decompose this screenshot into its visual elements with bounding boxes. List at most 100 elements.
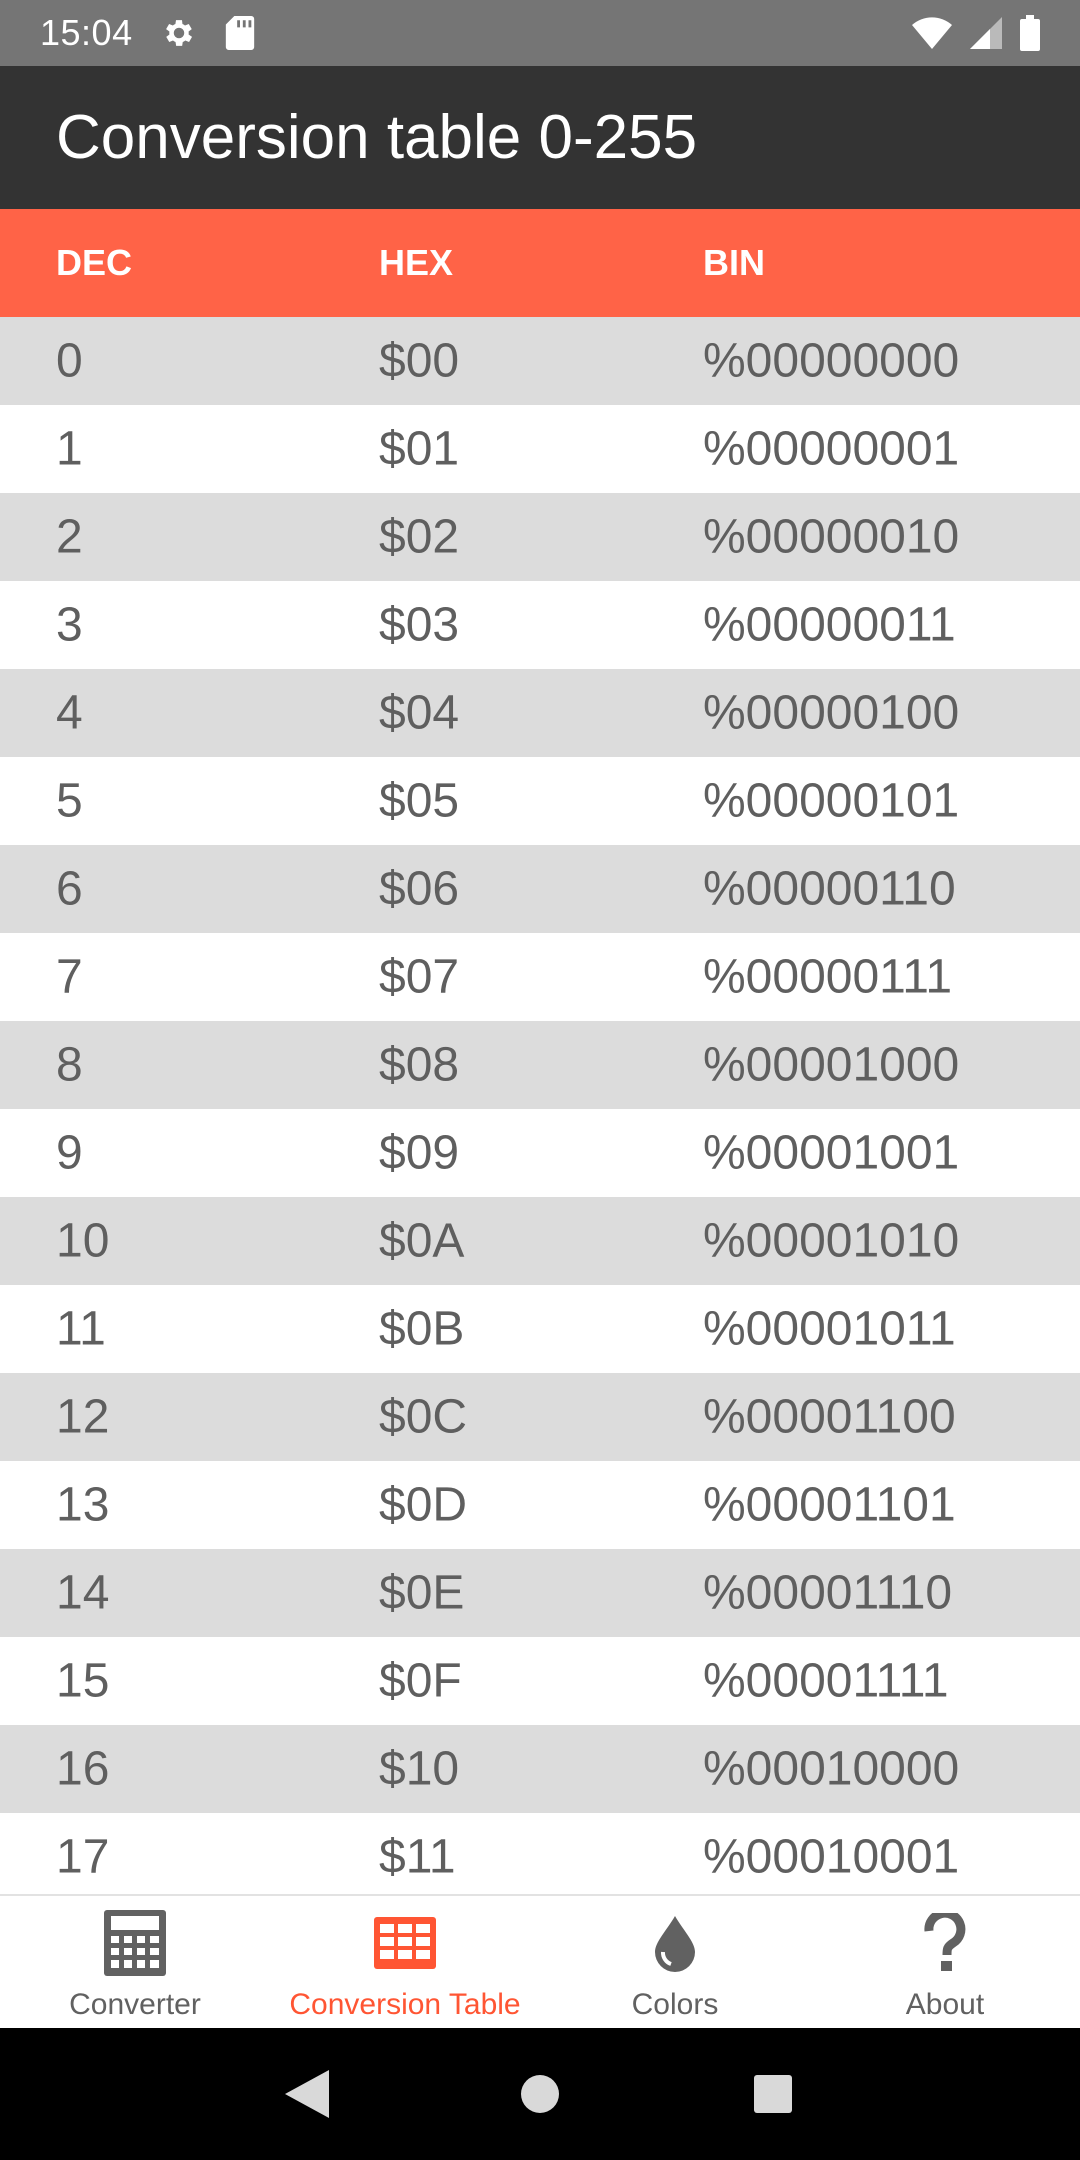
table-header: DEC HEX BIN: [0, 209, 1080, 317]
table-row: 7 $07 %00000111: [0, 933, 1080, 1021]
table-row: 12 $0C %00001100: [0, 1373, 1080, 1461]
cell-dec: 11: [56, 1302, 106, 1356]
cell-dec: 4: [56, 686, 83, 740]
nav-item-conversion-table[interactable]: Conversion Table: [270, 1896, 540, 2028]
signal-icon: [970, 17, 1002, 49]
conversion-table[interactable]: 0 $00 %00000000 1 $01 %00000001 2 $02 %0…: [0, 317, 1080, 1894]
table-row: 15 $0F %00001111: [0, 1637, 1080, 1725]
table-icon: [370, 1906, 440, 1980]
cell-hex: $08: [379, 1038, 460, 1092]
cell-bin: %00001110: [703, 1566, 953, 1620]
table-row: 13 $0D %00001101: [0, 1461, 1080, 1549]
cell-dec: 8: [56, 1038, 83, 1092]
cell-dec: 15: [56, 1654, 110, 1708]
table-row: 9 $09 %00001001: [0, 1109, 1080, 1197]
status-bar-left: 15:04: [40, 12, 255, 54]
cell-hex: $07: [379, 950, 460, 1004]
cell-bin: %00001100: [703, 1390, 956, 1444]
cell-bin: %00001011: [703, 1302, 956, 1356]
cell-bin: %00000001: [703, 422, 960, 476]
cell-hex: $09: [379, 1126, 460, 1180]
cell-hex: $01: [379, 422, 460, 476]
table-row: 2 $02 %00000010: [0, 493, 1080, 581]
cell-bin: %00000100: [703, 686, 960, 740]
table-row: 11 $0B %00001011: [0, 1285, 1080, 1373]
table-row: 1 $01 %00000001: [0, 405, 1080, 493]
page-title: Conversion table 0-255: [56, 103, 698, 172]
cell-hex: $00: [379, 334, 460, 388]
cell-hex: $0F: [379, 1654, 462, 1708]
cell-dec: 14: [56, 1566, 110, 1620]
column-header-bin: BIN: [703, 242, 765, 283]
nav-item-about[interactable]: About: [810, 1896, 1080, 2028]
gear-icon: [161, 15, 197, 51]
cell-bin: %00001000: [703, 1038, 960, 1092]
cell-dec: 16: [56, 1742, 110, 1796]
status-bar: 15:04: [0, 0, 1080, 66]
cell-dec: 13: [56, 1478, 110, 1532]
cell-hex: $0A: [379, 1214, 465, 1268]
cell-dec: 1: [56, 422, 83, 476]
cell-bin: %00000110: [703, 862, 956, 916]
cell-dec: 6: [56, 862, 83, 916]
cell-bin: %00001001: [703, 1126, 960, 1180]
app-bar: Conversion table 0-255: [0, 66, 1080, 209]
cell-bin: %00010000: [703, 1742, 960, 1796]
nav-item-converter[interactable]: Converter: [0, 1896, 270, 2028]
droplet-icon: [640, 1906, 710, 1980]
system-navigation-bar: [0, 2028, 1080, 2160]
table-row: 5 $05 %00000101: [0, 757, 1080, 845]
status-bar-right: [912, 15, 1040, 51]
home-icon[interactable]: [500, 2054, 580, 2134]
bottom-navigation: Converter Conversion Table Colors: [0, 1894, 1080, 2028]
cell-dec: 12: [56, 1390, 110, 1444]
column-header-hex: HEX: [379, 242, 454, 283]
question-icon: [910, 1906, 980, 1980]
table-row: 3 $03 %00000011: [0, 581, 1080, 669]
cell-hex: $05: [379, 774, 460, 828]
table-row: 10 $0A %00001010: [0, 1197, 1080, 1285]
cell-dec: 9: [56, 1126, 83, 1180]
table-row: 8 $08 %00001000: [0, 1021, 1080, 1109]
cell-bin: %00000010: [703, 510, 960, 564]
column-header-dec: DEC: [56, 242, 133, 283]
recents-icon[interactable]: [733, 2054, 813, 2134]
cell-hex: $11: [379, 1830, 456, 1884]
cell-bin: %00001010: [703, 1214, 960, 1268]
cell-dec: 7: [56, 950, 83, 1004]
cell-hex: $0D: [379, 1478, 468, 1532]
cell-bin: %00001111: [703, 1654, 949, 1708]
cell-hex: $0C: [379, 1390, 468, 1444]
table-row: 6 $06 %00000110: [0, 845, 1080, 933]
cell-bin: %00000011: [703, 598, 956, 652]
status-time: 15:04: [40, 12, 133, 53]
cell-hex: $10: [379, 1742, 460, 1796]
nav-item-colors[interactable]: Colors: [540, 1896, 810, 2028]
cell-bin: %00010001: [703, 1830, 960, 1884]
cell-dec: 3: [56, 598, 83, 652]
nav-label: Conversion Table: [289, 1988, 521, 2021]
battery-icon: [1020, 15, 1040, 51]
cell-bin: %00000000: [703, 334, 960, 388]
cell-hex: $06: [379, 862, 460, 916]
nav-label: Colors: [631, 1988, 719, 2021]
nav-label: About: [905, 1988, 985, 2021]
table-row: 0 $00 %00000000: [0, 317, 1080, 405]
cell-hex: $02: [379, 510, 460, 564]
cell-dec: 0: [56, 334, 83, 388]
cell-dec: 5: [56, 774, 83, 828]
cell-hex: $0E: [379, 1566, 465, 1620]
cell-bin: %00001101: [703, 1478, 956, 1532]
cell-bin: %00000101: [703, 774, 960, 828]
cell-hex: $0B: [379, 1302, 465, 1356]
table-row: 4 $04 %00000100: [0, 669, 1080, 757]
calculator-icon: [100, 1906, 170, 1980]
wifi-icon: [912, 17, 952, 49]
nav-label: Converter: [69, 1988, 201, 2021]
cell-dec: 2: [56, 510, 83, 564]
cell-dec: 17: [56, 1830, 110, 1884]
cell-bin: %00000111: [703, 950, 953, 1004]
table-row: 17 $11 %00010001: [0, 1813, 1080, 1894]
table-row: 14 $0E %00001110: [0, 1549, 1080, 1637]
back-icon[interactable]: [267, 2054, 347, 2134]
